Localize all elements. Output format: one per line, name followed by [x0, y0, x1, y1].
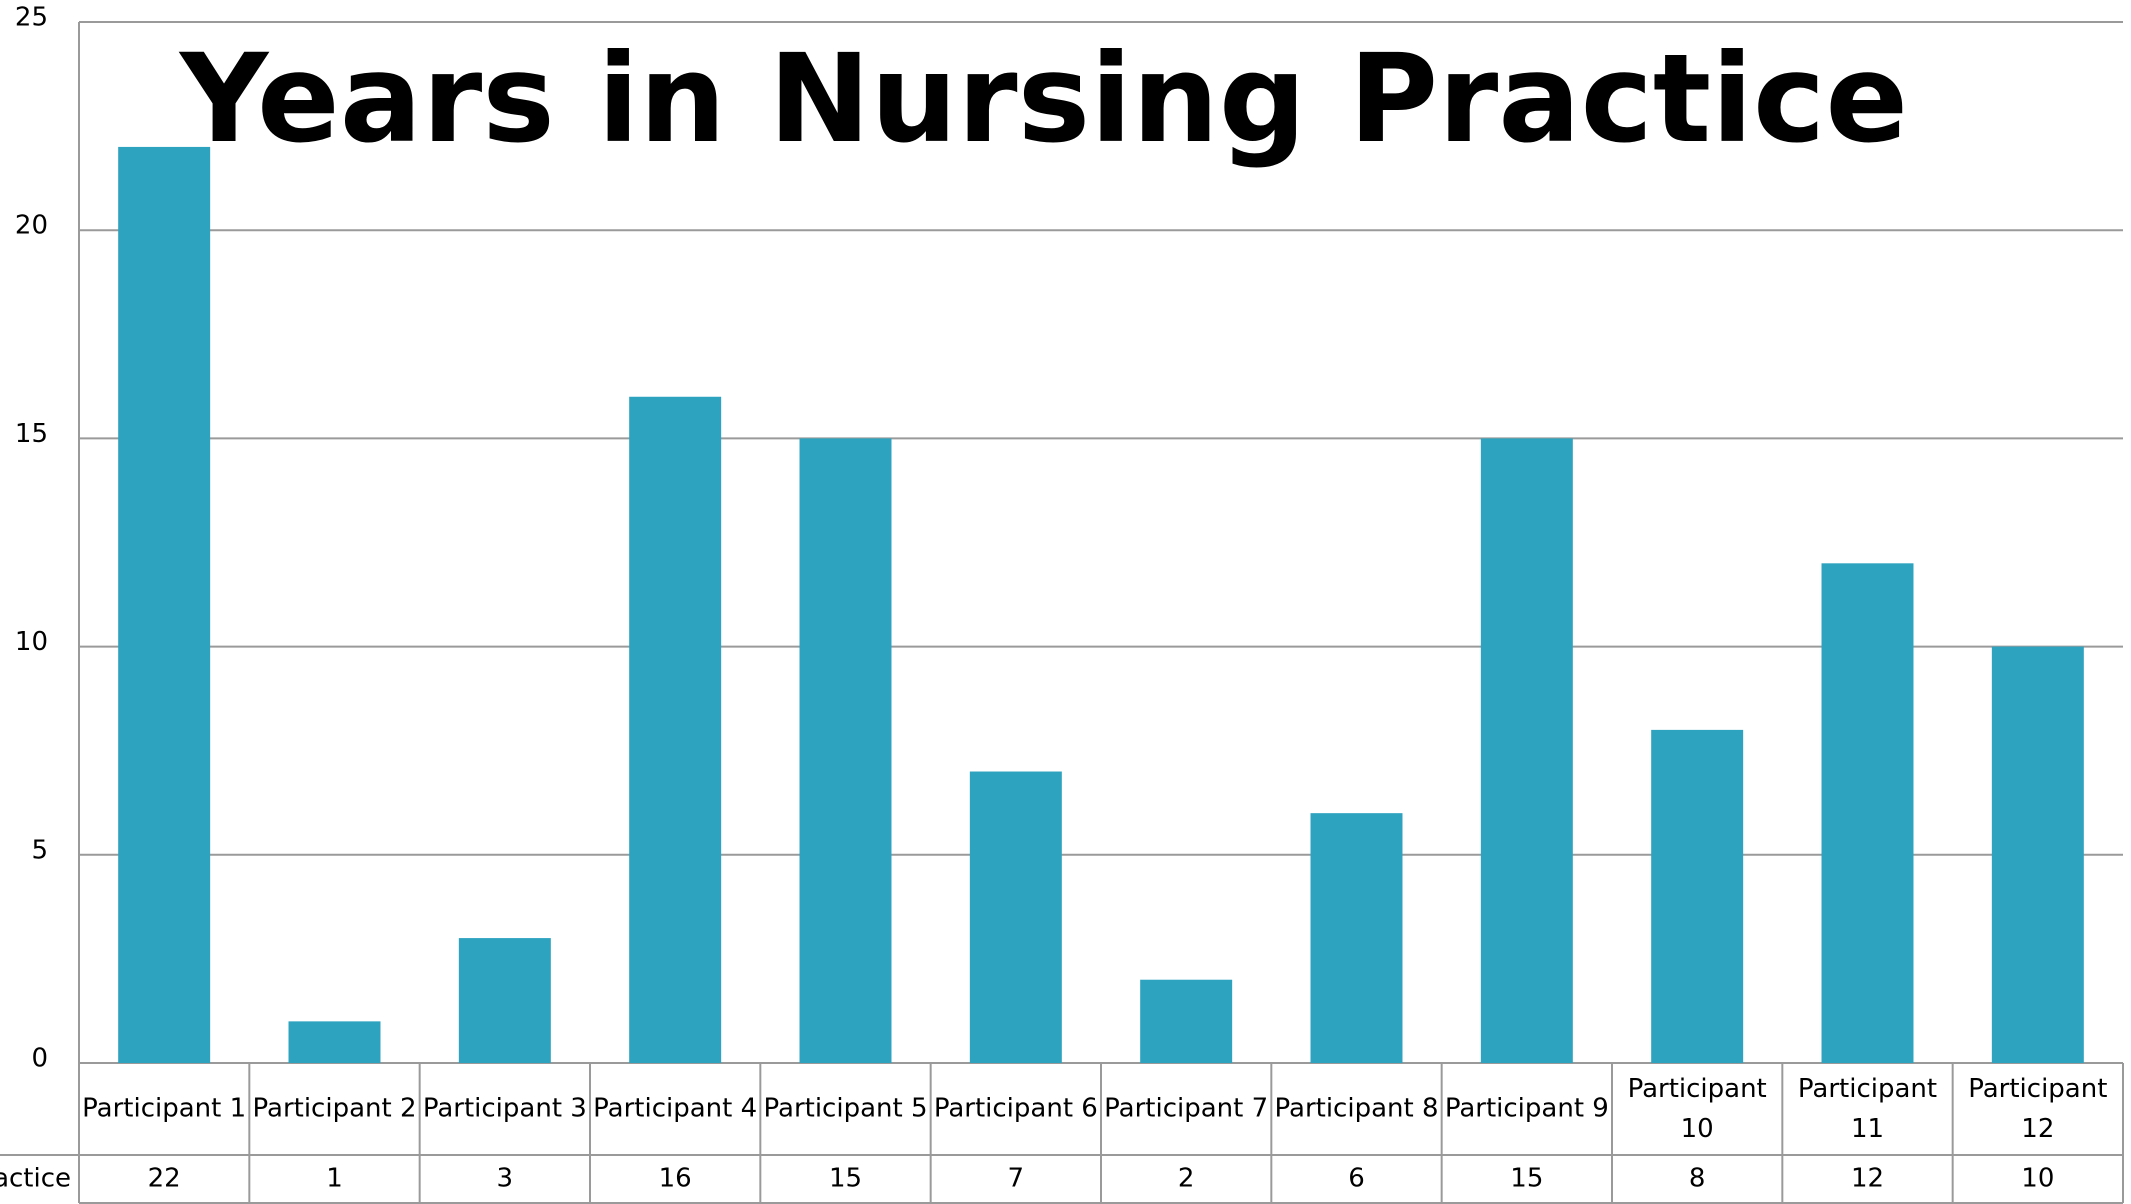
x-tick-label: Participant 7	[1104, 1094, 1268, 1124]
legend-label: actice	[0, 1164, 71, 1194]
bar	[1480, 438, 1573, 1063]
table-value: 3	[497, 1164, 514, 1194]
bar	[629, 396, 722, 1063]
x-tick-label: Participant 5	[764, 1094, 928, 1124]
x-tick-label: Participant 6	[934, 1094, 1098, 1124]
bar	[118, 146, 211, 1064]
bar	[1310, 813, 1403, 1063]
table-value: 1	[326, 1164, 343, 1194]
bar	[1140, 979, 1233, 1063]
bar	[1821, 563, 1914, 1063]
x-tick-label: Participant 10	[1628, 1074, 1767, 1144]
bar	[288, 1021, 381, 1063]
y-tick-label: 20	[15, 211, 48, 241]
y-tick-label: 25	[15, 3, 48, 33]
bar	[1991, 646, 2084, 1063]
x-tick-label: Participant 11	[1798, 1074, 1937, 1144]
x-tick-label: Participant 2	[253, 1094, 417, 1124]
x-tick-label: Participant 9	[1445, 1094, 1609, 1124]
y-tick-label: 10	[15, 627, 48, 657]
bar	[799, 438, 892, 1063]
x-tick-label: Participant 12	[1968, 1074, 2107, 1144]
bar	[458, 938, 551, 1063]
x-tick-label: Participant 1	[82, 1094, 246, 1124]
table-value: 7	[1008, 1164, 1025, 1194]
x-tick-label: Participant 4	[593, 1094, 757, 1124]
table-value: 15	[829, 1164, 862, 1194]
table-value: 6	[1348, 1164, 1365, 1194]
y-tick-label: 0	[31, 1044, 48, 1074]
bar	[1651, 729, 1744, 1063]
bar	[969, 771, 1062, 1063]
x-tick-label: Participant 3	[423, 1094, 587, 1124]
table-value: 15	[1510, 1164, 1543, 1194]
table-value: 12	[1851, 1164, 1884, 1194]
table-value: 2	[1178, 1164, 1195, 1194]
y-tick-label: 5	[31, 835, 48, 865]
table-value: 8	[1689, 1164, 1706, 1194]
y-tick-label: 15	[15, 419, 48, 449]
table-value: 10	[2021, 1164, 2054, 1194]
table-value: 16	[659, 1164, 692, 1194]
table-value: 22	[148, 1164, 181, 1194]
chart-title: Years in Nursing Practice	[178, 28, 1908, 170]
x-tick-label: Participant 8	[1275, 1094, 1439, 1124]
